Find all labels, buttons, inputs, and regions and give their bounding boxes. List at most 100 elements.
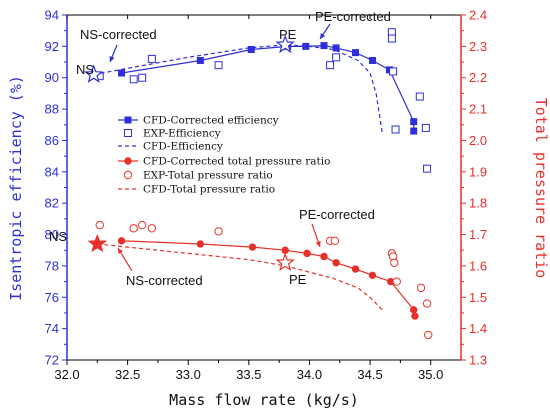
y-axis-title-right: Total pressure ratio (532, 98, 550, 279)
data-point (332, 53, 341, 62)
annotation-ns-corrected: NS-corrected (80, 27, 157, 42)
data-point (196, 56, 204, 64)
data-point (214, 227, 223, 236)
data-point (410, 306, 418, 314)
series-cfd-efficiency (93, 44, 383, 133)
annotation-ns-corrected: NS-corrected (126, 273, 203, 288)
data-point (411, 312, 419, 320)
series-cfd-corrected-total-pressure-ratio (117, 237, 419, 320)
data-point (416, 283, 426, 293)
left-tick-label: 92 (45, 39, 59, 54)
data-point (332, 44, 340, 52)
data-point (326, 61, 335, 70)
data-point (214, 61, 223, 70)
data-point (351, 265, 360, 273)
data-point (386, 277, 395, 286)
annotation-arrow-head (320, 33, 326, 39)
right-tick-label: 1.9 (469, 164, 487, 179)
legend-label: CFD-Corrected efficiency (143, 115, 279, 127)
left-axis-ticks: 72 74 76 78 80 82 84 86 88 90 92 94 (45, 8, 67, 368)
right-tick-label: 2.1 (469, 102, 487, 117)
data-point (369, 56, 377, 64)
data-point (320, 42, 328, 50)
x-tick-label: 33.0 (176, 367, 201, 382)
data-point (129, 75, 138, 84)
right-tick-label: 2.3 (469, 39, 487, 54)
legend-entry: EXP-Total pressure ratio (123, 170, 273, 182)
right-tick-label: 2.0 (469, 133, 487, 148)
data-point (389, 67, 398, 76)
legend-box-efficiency (114, 112, 326, 162)
data-point (118, 69, 126, 77)
data-point (410, 127, 418, 135)
annotation-ns: NS (49, 229, 67, 244)
annotation-arrow-head (315, 241, 321, 247)
series-exp-efficiency (95, 28, 432, 173)
left-tick-label: 74 (45, 321, 59, 336)
data-point (147, 54, 156, 63)
x-tick-label: 32.0 (54, 367, 79, 382)
legend-entry: CFD-Corrected efficiency (118, 115, 279, 127)
left-tick-label: 78 (45, 258, 59, 273)
data-point (391, 125, 400, 134)
data-point (302, 42, 310, 50)
series-exp-total-pressure-ratio (95, 220, 433, 340)
legend-marker (124, 116, 132, 124)
x-tick-label: 34.0 (297, 367, 322, 382)
legend-marker (123, 170, 133, 180)
y-axis-title-left: Isentropic efficiency (%) (7, 75, 25, 301)
data-point (320, 252, 328, 261)
data-point (368, 271, 377, 280)
left-tick-label: 88 (45, 102, 59, 117)
data-point (117, 237, 126, 245)
data-point (392, 277, 401, 286)
legend-label: CFD-Corrected total pressure ratio (143, 156, 330, 168)
right-tick-label: 1.5 (469, 290, 487, 305)
left-tick-label: 90 (45, 70, 59, 85)
legend: CFD-Corrected efficiencyEXP-EfficiencyCF… (114, 112, 414, 197)
data-point (421, 123, 430, 132)
series-cfd-total-pressure-ratio (97, 243, 383, 311)
legend-label: CFD-Total pressure ratio (143, 184, 275, 196)
legend-box-pressure (114, 155, 414, 197)
star-marker-pe (275, 34, 295, 54)
data-point (138, 73, 147, 82)
data-point (147, 224, 157, 233)
star-markers (83, 34, 295, 271)
annotations: NS-corrected PE-corrected NS PE NS NS-correct… (49, 9, 391, 288)
series-line (93, 44, 383, 133)
series-line (121, 44, 415, 131)
data-point (390, 258, 399, 267)
data-point (422, 299, 432, 308)
left-tick-label: 80 (45, 227, 59, 242)
legend-label: CFD-Efficiency (143, 141, 223, 153)
legend-entry: CFD-Efficiency (118, 141, 223, 153)
data-point (95, 220, 104, 230)
star-marker-ns (87, 233, 107, 253)
data-point (303, 249, 311, 258)
data-point (415, 92, 424, 101)
legend-marker (124, 129, 132, 137)
right-tick-label: 1.4 (469, 321, 487, 336)
series-layer (93, 28, 433, 340)
annotation-pe: PE (289, 272, 307, 287)
legend-entry: CFD-Total pressure ratio (118, 184, 275, 196)
data-point (248, 243, 257, 251)
data-point (129, 224, 138, 233)
legend-entry: EXP-Efficiency (124, 128, 221, 140)
right-tick-label: 2.2 (469, 70, 487, 85)
star-marker-pe (275, 252, 295, 271)
right-tick-label: 1.3 (469, 353, 487, 368)
star-marker-ns (83, 64, 104, 83)
left-tick-label: 82 (45, 196, 59, 211)
right-tick-label: 2.4 (469, 8, 487, 23)
data-point (281, 246, 289, 254)
annotation-pe-corrected: PE-corrected (315, 9, 391, 24)
x-tick-label: 35.0 (418, 367, 443, 382)
data-point (410, 118, 418, 126)
left-tick-label: 86 (45, 133, 59, 148)
right-tick-label: 1.8 (469, 196, 487, 211)
left-tick-label: 84 (45, 164, 59, 179)
legend-entry: CFD-Corrected total pressure ratio (118, 156, 330, 168)
